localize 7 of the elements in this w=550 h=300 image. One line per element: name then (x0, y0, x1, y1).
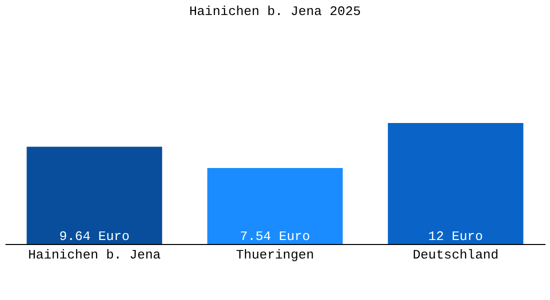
x-tick-label: Thueringen (236, 248, 314, 262)
data-label: 9.64 Euro (59, 229, 130, 244)
data-label: 7.54 Euro (240, 229, 310, 244)
x-tick-label: Deutschland (412, 248, 499, 262)
chart-title: Hainichen b. Jena 2025 (189, 4, 361, 19)
data-label: 12 Euro (428, 229, 483, 244)
x-tick-label: Hainichen b. Jena (28, 248, 161, 262)
